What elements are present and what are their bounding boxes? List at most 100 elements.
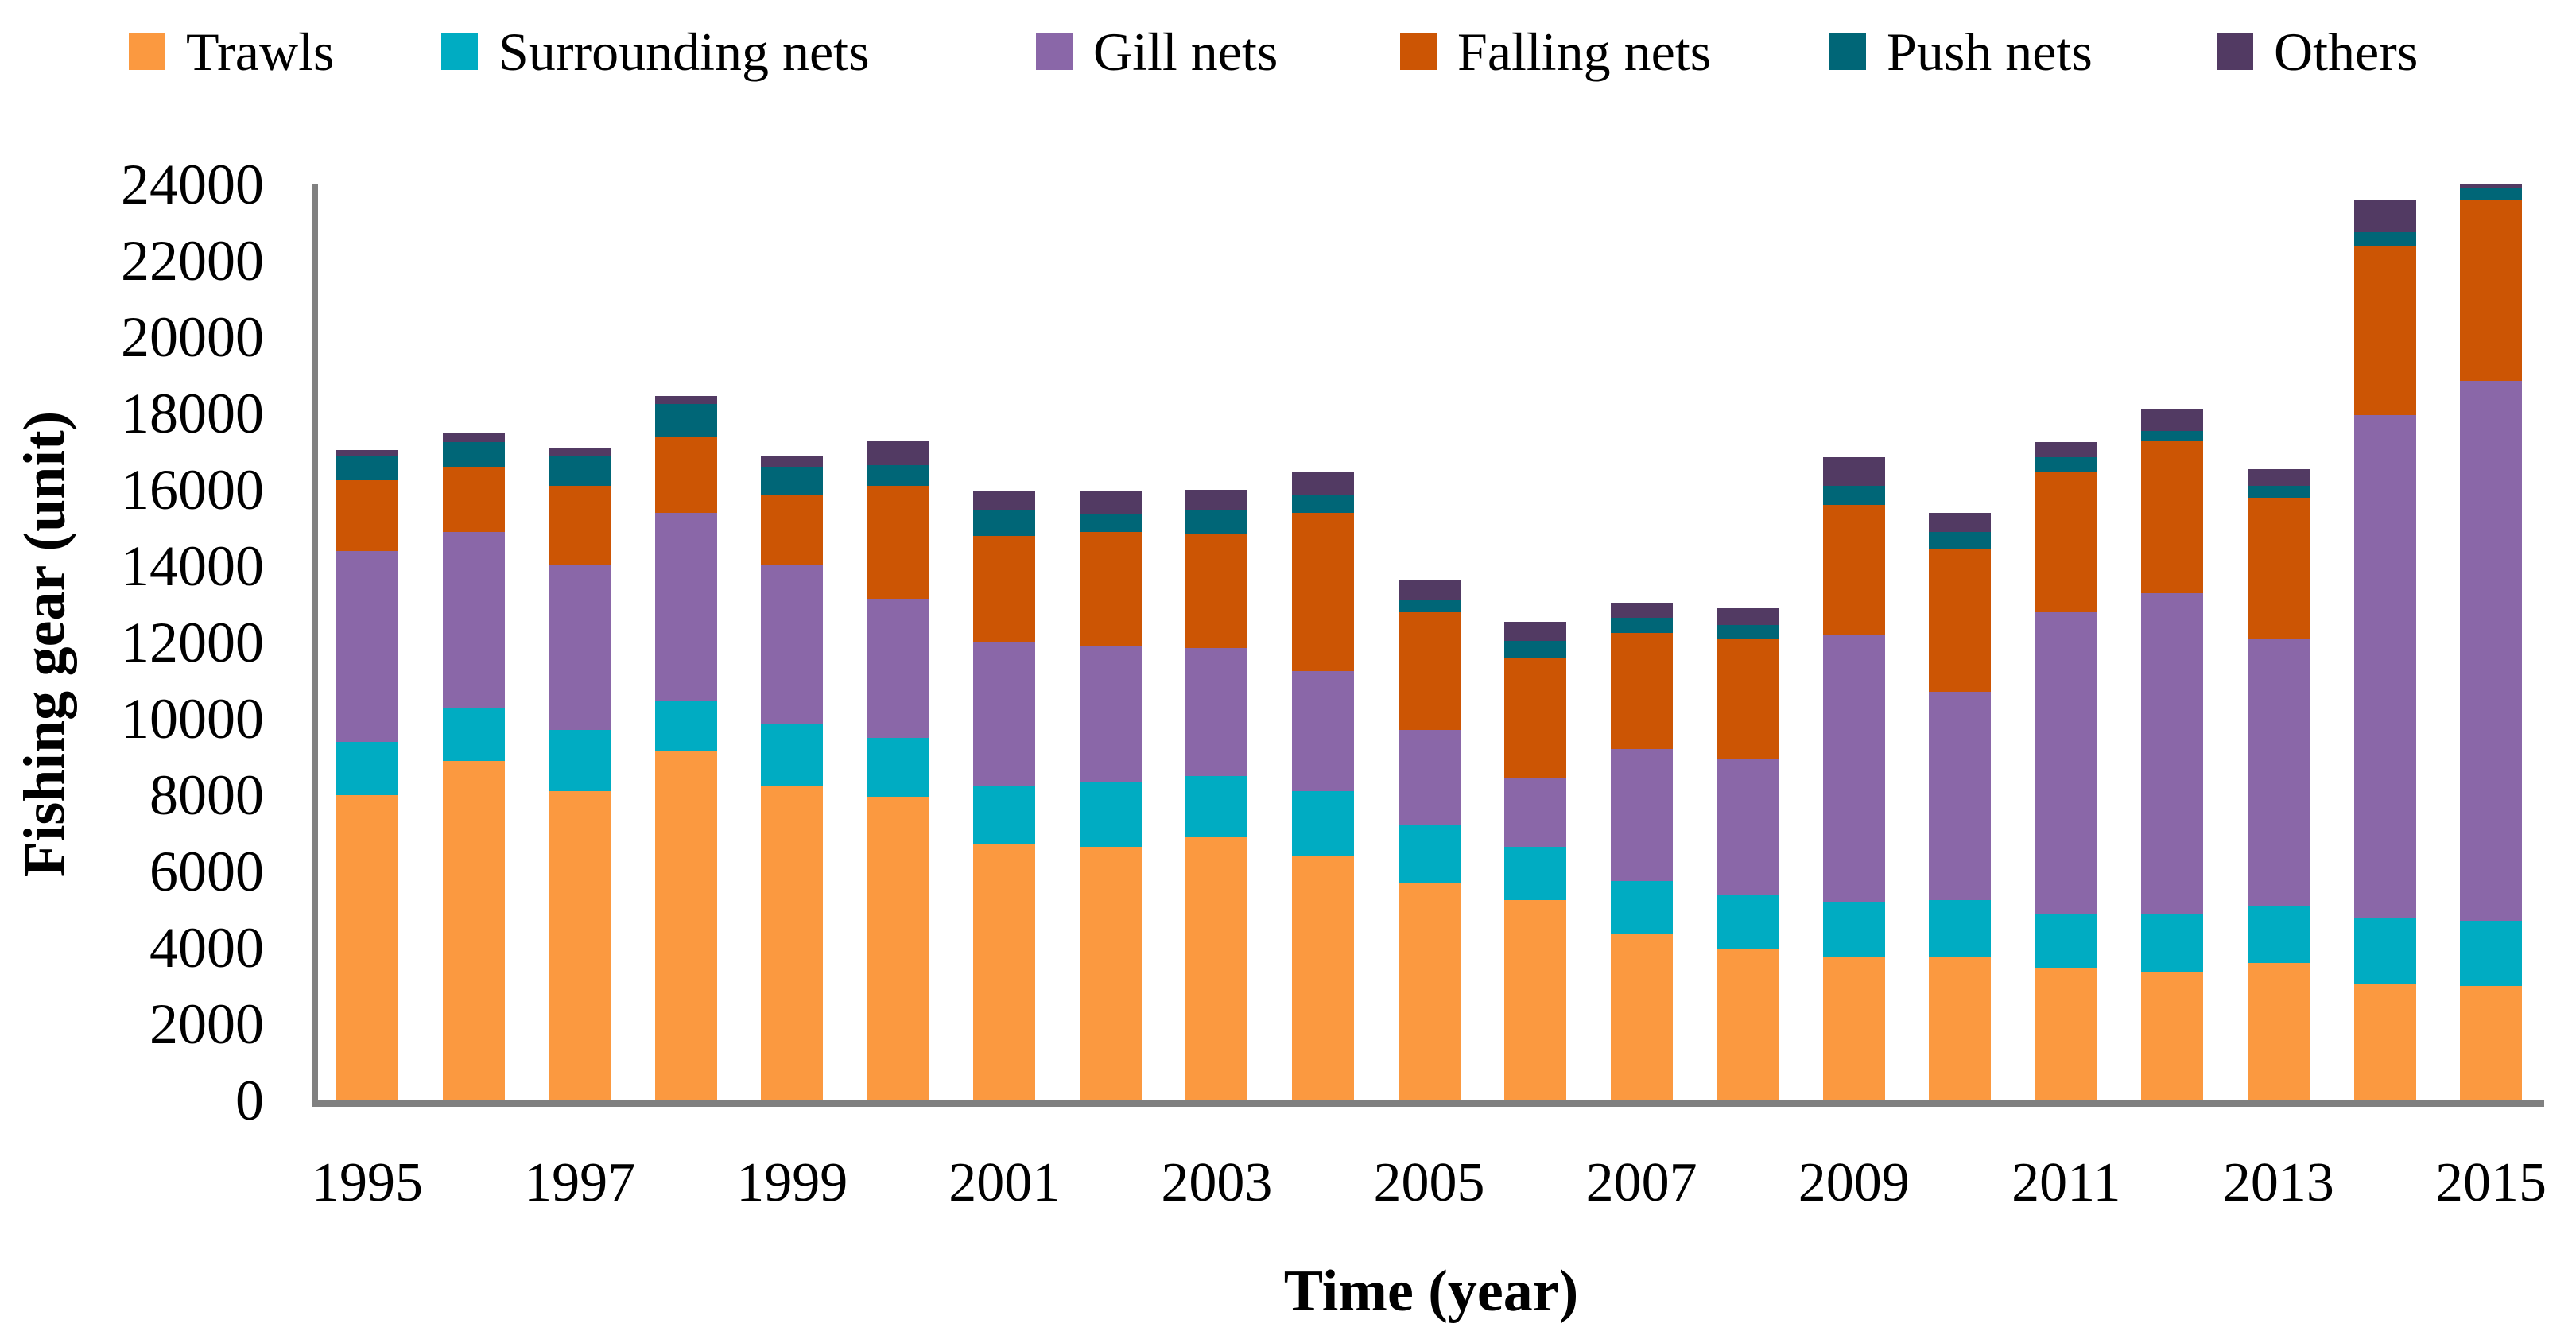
bar-segment-2008-push-nets	[1717, 625, 1779, 639]
bar-segment-2002-others	[1079, 491, 1142, 515]
bar-segment-2007-surrounding-nets	[1610, 881, 1673, 935]
bar-segment-2008-trawls	[1717, 949, 1779, 1100]
legend-item-others: Others	[2217, 24, 2418, 80]
bar-segment-1999-trawls	[761, 786, 824, 1100]
bar-segment-2002-falling-nets	[1079, 531, 1142, 646]
bar-segment-2015-falling-nets	[2460, 200, 2522, 382]
bar-segment-2014-trawls	[2353, 984, 2416, 1100]
bar-segment-2009-trawls	[1822, 957, 1885, 1100]
bar-segment-2013-others	[2247, 468, 2310, 487]
legend: Trawls Surrounding nets Gill nets Falling n…	[0, 0, 2576, 87]
bar-segment-2006-push-nets	[1504, 640, 1567, 658]
bar-segment-2010-others	[1929, 512, 1992, 532]
legend-item-gill-nets: Gill nets	[1036, 24, 1278, 80]
bar-segment-1996-gill-nets	[442, 531, 505, 708]
bar-segment-2003-push-nets	[1185, 510, 1248, 534]
bar-segment-2001-gill-nets	[973, 642, 1036, 786]
bar-segment-2009-push-nets	[1822, 486, 1885, 506]
bar-segment-2012-gill-nets	[2141, 592, 2204, 914]
y-tick-label-24000: 24000	[121, 153, 264, 216]
bar-segment-2002-trawls	[1079, 846, 1142, 1100]
bar-segment-1997-surrounding-nets	[549, 730, 611, 792]
bar-segment-2002-gill-nets	[1079, 646, 1142, 782]
bar-segment-2001-surrounding-nets	[973, 786, 1036, 845]
bar-segment-2011-others	[2035, 442, 2097, 458]
bar-segment-2015-gill-nets	[2460, 381, 2522, 922]
bar-segment-1997-push-nets	[549, 455, 611, 487]
bar-segment-2012-push-nets	[2141, 430, 2204, 441]
bar-segment-2011-gill-nets	[2035, 611, 2097, 914]
x-tick-label-2011: 2011	[2012, 1152, 2121, 1213]
y-tick-label-2000: 2000	[149, 992, 264, 1056]
bar-segment-1996-falling-nets	[442, 467, 505, 532]
bar-segment-2004-gill-nets	[1292, 671, 1354, 792]
bar-segment-1995-trawls	[336, 795, 398, 1100]
legend-item-push-nets: Push nets	[1829, 24, 2093, 80]
bar-segment-1995-surrounding-nets	[336, 741, 398, 795]
bar-segment-2000-surrounding-nets	[867, 738, 929, 798]
bar-segment-2007-falling-nets	[1610, 633, 1673, 750]
bar-segment-2007-push-nets	[1610, 617, 1673, 633]
bar-segment-2010-surrounding-nets	[1929, 900, 1992, 957]
bar-segment-2006-trawls	[1504, 900, 1567, 1100]
y-tick-label-8000: 8000	[149, 763, 264, 827]
bar-segment-2005-surrounding-nets	[1398, 825, 1461, 883]
y-tick-label-18000: 18000	[121, 382, 264, 445]
x-axis-line	[312, 1100, 2544, 1107]
bar-segment-2002-push-nets	[1079, 514, 1142, 532]
bar-segment-2003-surrounding-nets	[1185, 776, 1248, 837]
bar-segment-2010-gill-nets	[1929, 692, 1992, 900]
bar-segment-1995-push-nets	[336, 455, 398, 480]
x-tick-label-2005: 2005	[1373, 1152, 1485, 1213]
legend-label-push-nets: Push nets	[1887, 21, 2093, 82]
bar-segment-2012-surrounding-nets	[2141, 913, 2204, 973]
bar-segment-2006-gill-nets	[1504, 778, 1567, 847]
bar-segment-2001-trawls	[973, 844, 1036, 1100]
y-tick-label-4000: 4000	[149, 916, 264, 980]
bar-segment-2003-others	[1185, 490, 1248, 511]
legend-label-falling-nets: Falling nets	[1457, 21, 1712, 82]
y-tick-label-0: 0	[235, 1069, 264, 1132]
bar-segment-1999-push-nets	[761, 467, 824, 496]
bar-segment-2008-falling-nets	[1717, 639, 1779, 759]
bar-segment-1998-falling-nets	[654, 436, 717, 513]
bar-segment-2015-push-nets	[2460, 188, 2522, 200]
bar-segment-2011-falling-nets	[2035, 472, 2097, 612]
legend-swatch-trawls	[129, 33, 165, 70]
x-tick-label-1997: 1997	[524, 1152, 636, 1213]
bar-segment-2000-trawls	[867, 797, 929, 1100]
bar-segment-2010-falling-nets	[1929, 549, 1992, 693]
bar-segment-2013-falling-nets	[2247, 497, 2310, 639]
bar-segment-2013-gill-nets	[2247, 639, 2310, 906]
bar-segment-1995-gill-nets	[336, 550, 398, 742]
bar-segment-2000-gill-nets	[867, 598, 929, 738]
y-tick-label-22000: 22000	[121, 229, 264, 293]
bar-segment-2000-push-nets	[867, 464, 929, 487]
bar-segment-1997-trawls	[549, 791, 611, 1100]
bar-segment-2005-others	[1398, 579, 1461, 601]
bar-segment-2011-surrounding-nets	[2035, 913, 2097, 969]
bar-segment-2005-trawls	[1398, 883, 1461, 1100]
x-tick-label-2007: 2007	[1585, 1152, 1697, 1213]
y-tick-label-12000: 12000	[121, 611, 264, 674]
bar-segment-1999-others	[761, 455, 824, 468]
x-tick-label-2015: 2015	[2435, 1152, 2547, 1213]
legend-label-gill-nets: Gill nets	[1093, 21, 1278, 82]
bar-segment-2009-falling-nets	[1822, 505, 1885, 635]
x-tick-label-2001: 2001	[949, 1152, 1061, 1213]
bar-segment-1998-others	[654, 396, 717, 404]
bar-segment-2012-trawls	[2141, 972, 2204, 1100]
bar-segment-2003-falling-nets	[1185, 534, 1248, 649]
bar-segment-2008-others	[1717, 607, 1779, 626]
x-tick-label-2003: 2003	[1161, 1152, 1273, 1213]
legend-item-falling-nets: Falling nets	[1400, 24, 1711, 80]
bar-segment-2015-surrounding-nets	[2460, 921, 2522, 986]
bar-segment-1999-gill-nets	[761, 564, 824, 725]
bar-segment-2010-push-nets	[1929, 531, 1992, 549]
y-tick-label-14000: 14000	[121, 534, 264, 598]
bar-segment-2007-trawls	[1610, 934, 1673, 1100]
x-tick-label-2009: 2009	[1798, 1152, 1910, 1213]
bar-segment-1998-trawls	[654, 751, 717, 1100]
legend-item-trawls: Trawls	[129, 24, 334, 80]
